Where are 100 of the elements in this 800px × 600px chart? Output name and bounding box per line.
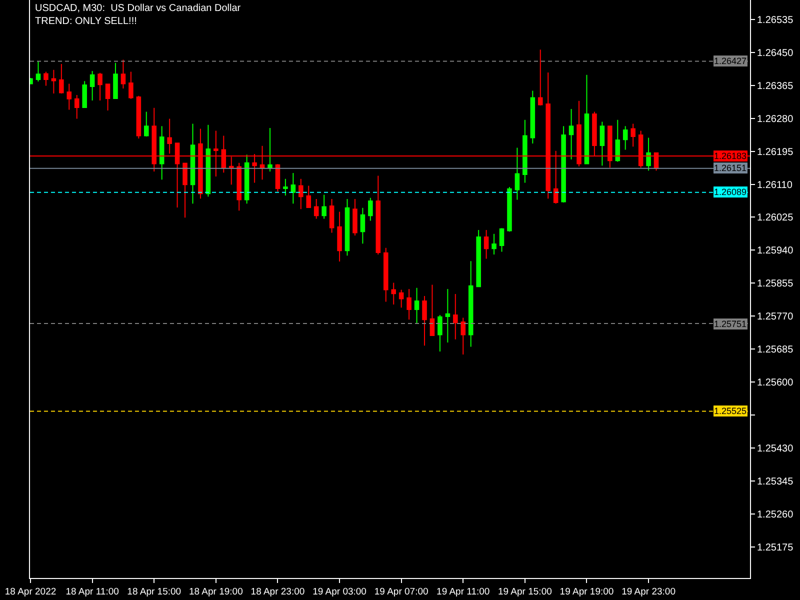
- candlestick: [391, 282, 396, 306]
- candlestick: [344, 198, 350, 256]
- candlestick: [438, 314, 442, 352]
- candlestick: [98, 72, 102, 101]
- candlestick: [422, 295, 427, 346]
- candlestick: [337, 211, 342, 262]
- y-tick-label: 1.26110: [757, 180, 793, 191]
- candlestick: [182, 162, 188, 218]
- candlestick: [646, 137, 651, 172]
- candlestick: [144, 111, 149, 138]
- candlestick: [159, 126, 164, 180]
- y-tick-label: 1.26280: [757, 114, 794, 125]
- candlestick: [492, 233, 496, 255]
- candlestick: [360, 207, 366, 244]
- y-tick-label: 1.25940: [757, 246, 794, 257]
- y-tick-label: 1.25175: [757, 542, 794, 554]
- candlestick: [352, 198, 358, 236]
- candlestick: [275, 164, 280, 192]
- candlestick: [507, 186, 512, 232]
- ref-line-label: 1.25525: [714, 406, 747, 416]
- candlestick: [206, 124, 211, 198]
- candlestick: [468, 260, 474, 348]
- candlestick: [445, 288, 450, 344]
- candlestick: [584, 74, 590, 165]
- x-tick-label: 19 Apr 15:00: [498, 586, 552, 598]
- y-tick-label: 1.25260: [757, 509, 794, 520]
- candlestick: [499, 228, 504, 252]
- candlestick: [136, 95, 142, 139]
- candlestick: [568, 108, 574, 160]
- candlestick: [600, 121, 605, 166]
- candlestick: [522, 119, 528, 184]
- candlestick: [113, 62, 118, 100]
- candlestick: [322, 194, 326, 220]
- candlestick: [368, 197, 373, 222]
- x-tick-label: 19 Apr 07:00: [374, 586, 428, 598]
- candlestick: [128, 71, 134, 100]
- candlestick: [460, 317, 466, 356]
- y-tick-label: 1.26450: [757, 48, 794, 59]
- candlestick: [167, 118, 172, 154]
- x-tick-label: 18 Apr 11:00: [66, 586, 119, 598]
- x-tick-label: 18 Apr 23:00: [250, 586, 305, 598]
- x-tick-label: 18 Apr 15:00: [127, 586, 182, 598]
- candlestick: [530, 90, 536, 144]
- candlestick: [290, 172, 296, 204]
- candlestick: [298, 178, 304, 210]
- y-tick-label: 1.25600: [757, 378, 794, 389]
- y-tick-label: 1.26025: [757, 212, 794, 224]
- ref-line-label: 1.26427: [714, 56, 747, 66]
- candlestick: [376, 175, 381, 255]
- x-tick-label: 19 Apr 23:00: [622, 586, 676, 598]
- y-tick-label: 1.26535: [757, 14, 794, 26]
- candlestick: [615, 119, 620, 162]
- x-tick-label: 19 Apr 19:00: [560, 586, 614, 598]
- candlestick: [414, 287, 420, 324]
- candlestick: [82, 80, 87, 108]
- candlestick: [484, 230, 489, 260]
- candlestick: [398, 289, 404, 308]
- y-tick-label: 1.25855: [757, 278, 794, 290]
- candlestick: [314, 198, 319, 220]
- candlestick: [622, 126, 628, 150]
- candlestick: [453, 294, 458, 340]
- candlestick: [561, 126, 566, 203]
- text: TREND: ONLY SELL!!!: [35, 16, 137, 27]
- x-tick-label: 18 Apr 19:00: [188, 586, 243, 598]
- y-tick-label: 1.26195: [757, 146, 794, 158]
- candlestick: [268, 128, 272, 172]
- candlestick: [105, 83, 110, 112]
- y-tick-label: 1.26365: [757, 80, 794, 92]
- candlestick: [383, 247, 388, 302]
- candlestick: [630, 123, 636, 148]
- candlestick: [329, 198, 334, 234]
- candlestick: [59, 64, 64, 94]
- candlestick: [538, 49, 543, 106]
- candlestick: [51, 69, 56, 94]
- x-tick-label: 18 Apr 2022: [4, 586, 56, 598]
- ref-line-label: 1.26151: [714, 163, 747, 173]
- y-tick-label: 1.25685: [757, 344, 794, 356]
- y-tick-label: 1.25345: [757, 476, 794, 488]
- candlestick: [90, 70, 95, 101]
- x-tick-label: 19 Apr 03:00: [312, 586, 366, 598]
- y-tick-label: 1.25430: [757, 444, 794, 455]
- candlestick: [190, 123, 196, 204]
- candlestick: [74, 94, 80, 120]
- candlestick: [406, 288, 412, 320]
- candlestick: [514, 147, 520, 200]
- candlestick: [66, 83, 72, 110]
- ref-line-label: 1.26183: [714, 151, 747, 161]
- candlestick: [244, 154, 250, 204]
- candlestick: [236, 162, 242, 212]
- candlestick: [306, 185, 312, 208]
- y-tick-label: 1.25770: [757, 312, 794, 323]
- candlestick: [476, 230, 481, 288]
- x-tick-label: 19 Apr 11:00: [436, 586, 490, 598]
- candlestick: [44, 71, 48, 86]
- ref-line-label: 1.25751: [714, 319, 747, 329]
- candlestick: [283, 178, 288, 196]
- candlestick: [120, 59, 126, 89]
- candlestick: [36, 60, 41, 82]
- candlestick: [430, 284, 435, 336]
- chart-title: USDCAD, M30: US Dollar vs Canadian Dollar: [35, 3, 242, 14]
